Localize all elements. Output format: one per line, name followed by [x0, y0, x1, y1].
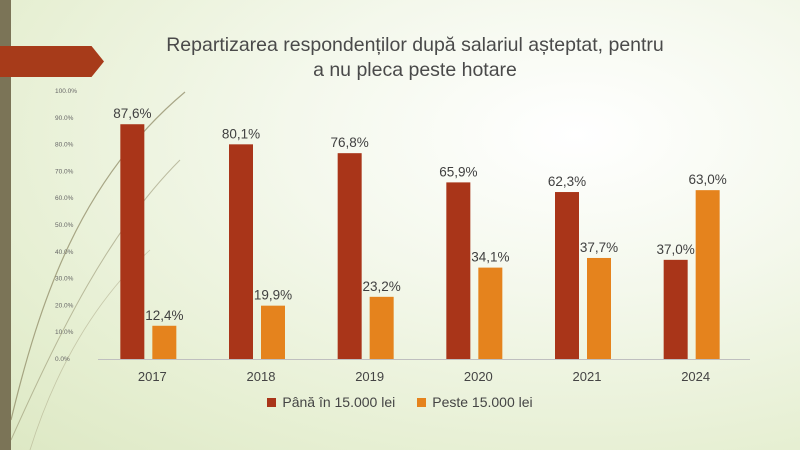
bar-series-1 [663, 259, 688, 359]
data-label-series-1: 87,6% [113, 106, 151, 121]
data-labels: 87,6% 12,4% 80,1% 19,9% 76,8% 23,2% 65,9% 34,1%… [113, 106, 727, 323]
data-label-series-2: 37,7% [580, 240, 618, 255]
y-tick-label: 10.0% [55, 329, 74, 336]
bar-series-1 [337, 153, 362, 359]
y-tick-label: 70.0% [55, 168, 74, 175]
data-label-series-1: 65,9% [439, 164, 477, 179]
slide-accent-bar [0, 0, 11, 450]
x-tick-label: 2021 [573, 369, 602, 384]
bar-series-1 [446, 182, 471, 359]
data-label-series-2: 23,2% [363, 279, 401, 294]
y-tick-label: 90.0% [55, 115, 74, 122]
chart-title: Repartizarea respondenților după salariu… [166, 34, 664, 81]
x-tick-label: 2019 [355, 369, 384, 384]
x-tick-label: 2024 [681, 369, 710, 384]
x-tick-label: 2018 [247, 369, 276, 384]
y-tick-label: 50.0% [55, 222, 74, 229]
y-tick-label: 30.0% [55, 276, 74, 283]
data-label-series-1: 37,0% [657, 242, 695, 257]
bar-series-2 [695, 190, 720, 359]
y-tick-label: 20.0% [55, 302, 74, 309]
data-label-series-2: 63,0% [689, 172, 727, 187]
bar-series-1 [229, 144, 253, 359]
y-tick-label: 80.0% [55, 142, 74, 149]
legend-item-series-1: Până în 15.000 lei [267, 394, 395, 410]
bars [120, 124, 720, 360]
y-axis: 0.0% 10.0% 20.0% 30.0% 40.0% 50.0% 60.0% 70.0% 8… [55, 88, 77, 363]
legend-label-series-2: Peste 15.000 lei [432, 394, 533, 410]
x-tick-label: 2017 [138, 369, 167, 384]
y-tick-label: 60.0% [55, 195, 74, 202]
data-label-series-1: 80,1% [222, 126, 260, 141]
bar-series-1 [555, 192, 579, 359]
x-axis: 2017 2018 2019 2020 2021 2024 [98, 359, 750, 384]
bar-series-2 [587, 257, 611, 359]
legend-label-series-1: Până în 15.000 lei [282, 394, 396, 410]
bar-series-2 [478, 267, 503, 359]
data-label-series-2: 19,9% [254, 288, 292, 303]
y-tick-label: 100.0% [55, 88, 77, 95]
legend: Până în 15.000 lei Peste 15.000 lei [0, 394, 800, 410]
data-label-series-1: 76,8% [331, 135, 369, 150]
bar-series-2 [261, 305, 285, 359]
legend-swatch-series-1 [267, 397, 277, 407]
bar-series-2 [152, 325, 177, 359]
y-tick-label: 40.0% [55, 249, 74, 256]
x-tick-label: 2020 [464, 369, 493, 384]
data-label-series-2: 34,1% [471, 250, 509, 265]
data-label-series-2: 12,4% [145, 308, 183, 323]
bar-series-1 [120, 124, 145, 360]
legend-item-series-2: Peste 15.000 lei [417, 394, 533, 410]
bar-series-2 [369, 296, 394, 359]
legend-swatch-series-2 [417, 397, 427, 407]
data-label-series-1: 62,3% [548, 174, 586, 189]
title-arrow-shape [0, 46, 104, 77]
y-tick-label: 0.0% [55, 356, 70, 363]
